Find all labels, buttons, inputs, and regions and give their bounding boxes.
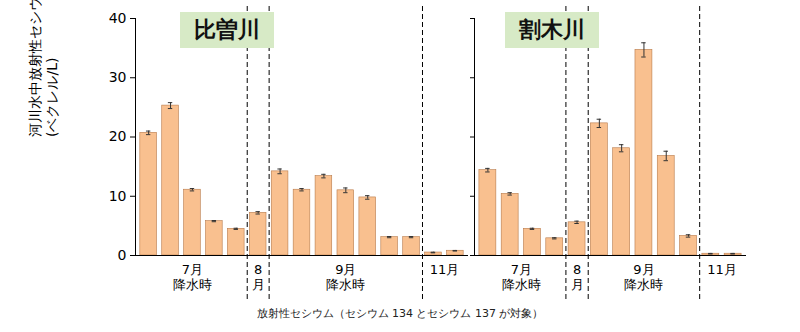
html-text:比曽川: 比曽川 bbox=[194, 17, 260, 42]
svg-text:0: 0 bbox=[118, 247, 127, 263]
svg-text:7月降水時: 7月降水時 bbox=[173, 262, 212, 292]
svg-text:8月: 8月 bbox=[571, 262, 584, 292]
svg-text:30: 30 bbox=[109, 69, 127, 85]
svg-text:9月降水時: 9月降水時 bbox=[326, 262, 365, 292]
svg-text:11月: 11月 bbox=[707, 262, 737, 277]
html-text:放射性セシウム（セシウム 134 とセシウム 137 が対象: 放射性セシウム（セシウム 134 とセシウム 137 が対象） bbox=[256, 307, 544, 320]
svg-text:40: 40 bbox=[109, 10, 127, 26]
svg-text:7月降水時: 7月降水時 bbox=[502, 262, 541, 292]
svg-text:9月降水時: 9月降水時 bbox=[624, 262, 663, 292]
svg-text:10: 10 bbox=[109, 188, 127, 204]
svg-text:20: 20 bbox=[109, 128, 127, 144]
svg-text:8月: 8月 bbox=[252, 262, 265, 292]
html-text:割木川: 割木川 bbox=[519, 17, 585, 42]
svg-text:11月: 11月 bbox=[430, 262, 460, 277]
svg-text:河川水中放射性セシウム濃度(ベクレル/L): 河川水中放射性セシウム濃度(ベクレル/L) bbox=[27, 0, 60, 137]
